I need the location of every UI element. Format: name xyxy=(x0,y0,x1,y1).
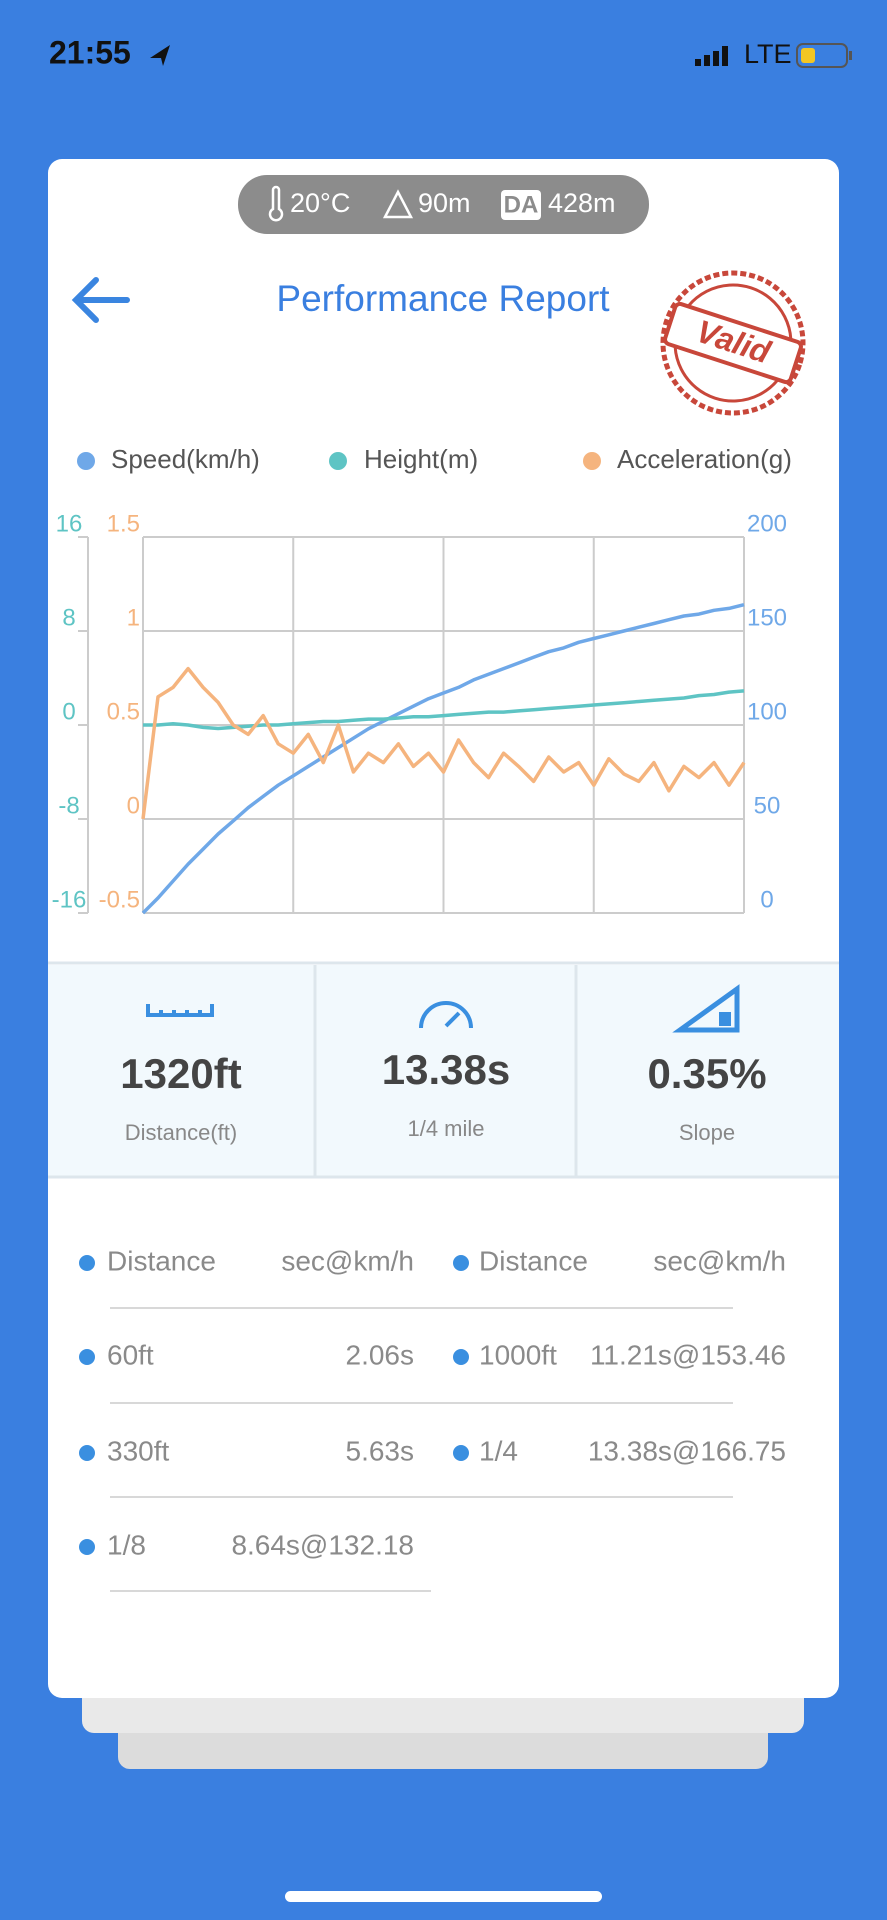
stat-value: 0.35% xyxy=(647,1050,766,1097)
ruler-icon xyxy=(146,1004,214,1017)
tick-label: -8 xyxy=(58,792,79,819)
series-line xyxy=(141,666,746,820)
legend-dot xyxy=(77,452,95,470)
legend-dot xyxy=(583,452,601,470)
battery xyxy=(796,43,848,68)
table-cell: 13.38s@166.75 xyxy=(588,1435,786,1466)
bullet xyxy=(453,1445,469,1461)
table-cell: sec@km/h xyxy=(281,1245,414,1276)
bullet xyxy=(453,1349,469,1365)
bullet xyxy=(79,1445,95,1461)
tick-label: 200 xyxy=(747,510,787,537)
tick-label: 8 xyxy=(62,604,75,631)
legend-label: Height(m) xyxy=(364,444,478,474)
tick-label: 150 xyxy=(747,604,787,631)
valid-stamp: Valid xyxy=(660,270,806,416)
clock: 21:55 xyxy=(49,34,131,70)
stat-label: Distance(ft) xyxy=(125,1120,237,1145)
tick-label: -16 xyxy=(52,886,87,913)
card xyxy=(48,159,839,1698)
table-cell: 11.21s@153.46 xyxy=(590,1339,786,1370)
da-label: DA xyxy=(504,191,539,218)
tick-label: 100 xyxy=(747,698,787,725)
table-cell: 5.63s xyxy=(346,1435,415,1466)
legend-label: Speed(km/h) xyxy=(111,444,260,474)
stats-panel xyxy=(48,965,839,1176)
tick-label: 50 xyxy=(754,792,781,819)
tick-label: 0 xyxy=(127,792,140,819)
table-cell: 8.64s@132.18 xyxy=(231,1529,414,1560)
table-cell: Distance xyxy=(107,1245,216,1276)
table-cell: 60ft xyxy=(107,1339,154,1370)
tick-label: 0 xyxy=(62,698,75,725)
bullet xyxy=(79,1255,95,1271)
table-cell: sec@km/h xyxy=(653,1245,786,1276)
density-altitude: 428m xyxy=(548,188,616,218)
battery-level xyxy=(801,48,815,63)
altitude-icon xyxy=(382,189,414,219)
stat-label: Slope xyxy=(679,1120,735,1145)
legend-dot xyxy=(329,452,347,470)
location-icon xyxy=(150,45,170,66)
stat-value: 13.38s xyxy=(382,1046,510,1093)
bullet xyxy=(79,1349,95,1365)
speedometer-icon xyxy=(419,1001,473,1029)
stat-label: 1/4 mile xyxy=(407,1116,484,1141)
tick-label: 1.5 xyxy=(107,510,140,537)
table-cell: 1000ft xyxy=(479,1339,557,1370)
thermometer-icon xyxy=(268,185,284,222)
network: LTE xyxy=(744,39,792,69)
tick-label: 1 xyxy=(127,604,140,631)
table-cell: 2.06s xyxy=(346,1339,415,1370)
altitude: 90m xyxy=(418,188,471,218)
tick-label: -0.5 xyxy=(99,886,140,913)
bullet xyxy=(453,1255,469,1271)
signal-icon xyxy=(695,46,728,66)
table-cell: 1/8 xyxy=(107,1529,146,1560)
bullet xyxy=(79,1539,95,1555)
stat-value: 1320ft xyxy=(120,1050,241,1097)
temperature: 20°C xyxy=(290,188,350,218)
back-button[interactable] xyxy=(71,277,130,323)
battery-tip xyxy=(849,51,852,60)
da-badge xyxy=(501,190,541,220)
home-indicator xyxy=(285,1891,602,1902)
table-cell: Distance xyxy=(479,1245,588,1276)
tick-label: 0 xyxy=(760,886,773,913)
conditions-pill xyxy=(238,175,649,234)
series-line xyxy=(143,689,745,731)
series-line xyxy=(141,603,745,915)
page-title: Performance Report xyxy=(276,278,610,319)
tick-label: 16 xyxy=(56,510,83,537)
slope-icon xyxy=(672,984,740,1033)
table-cell: 1/4 xyxy=(479,1435,518,1466)
tick-label: 0.5 xyxy=(107,698,140,725)
legend-label: Acceleration(g) xyxy=(617,444,792,474)
table-cell: 330ft xyxy=(107,1435,169,1466)
